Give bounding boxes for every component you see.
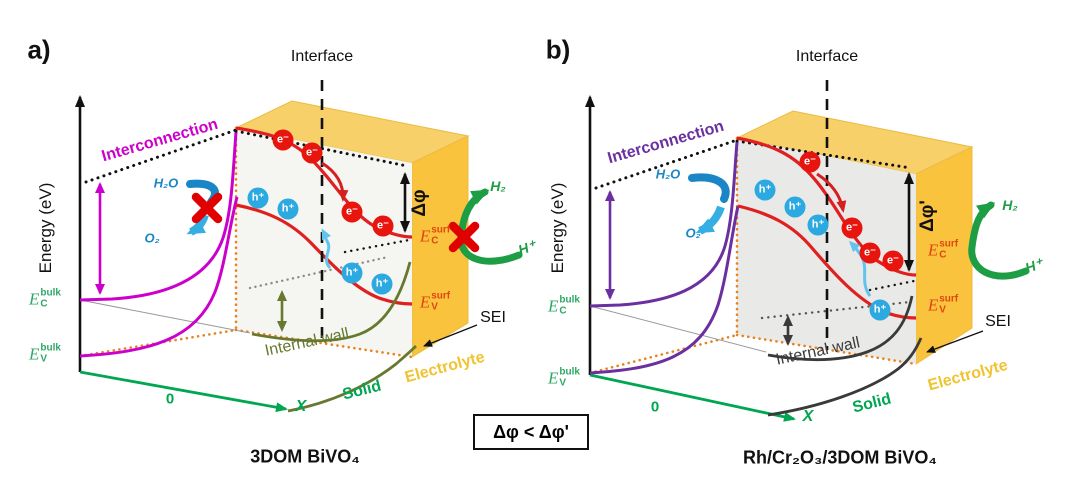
hole-particle: h⁺ [341,262,363,284]
electron-particle: e⁻ [372,215,394,237]
sei-label: SEI [480,309,506,326]
flatband-top-dotted [735,139,913,170]
water-arrow [688,173,730,203]
sei-pointer-arrow [926,330,984,353]
electron-particle: e⁻ [859,242,881,264]
hole-particle: h⁺ [784,196,806,218]
hole-particle: h⁺ [869,299,891,321]
electron-particle: e⁻ [272,129,294,151]
interconnection-cb-curve [79,131,238,302]
interconnection-vb-curve [589,205,740,375]
panel-tag: b) [545,34,571,65]
delta-phi-label: Δφ' [917,200,938,232]
x-axis-label: X [295,398,307,415]
x-axis [589,373,796,422]
blocked-hydrogen-evolution-x [448,221,480,253]
electron-particle: e⁻ [301,142,323,164]
internal-wall-curve [251,261,412,343]
bulk-level-line [589,305,767,353]
x-axis [79,370,288,413]
x-origin-label: 0 [650,398,660,416]
internal-wall-curve [767,295,914,361]
interconnection-cb-curve [589,141,739,308]
panel-title: Rh/Cr₂O₃/3DOM BiVO₄ [743,447,937,468]
interconnection-level-dotted [84,128,238,184]
hole-transfer-arrow [321,228,332,270]
sei-label: SEI [985,313,1011,330]
hydrogen-evolution-arrow [968,201,1030,280]
outer-wall-curve [767,337,923,417]
panel-b-drawing [585,80,1030,422]
panel-a: a) Energy (eV) Interface Interconnection… [27,34,537,467]
electron-transfer-arrow [321,161,349,202]
hole-particle: h⁺ [807,214,829,236]
panel-tag: a) [27,34,51,65]
water-label: H₂O [655,166,681,182]
oxygen-label: O₂ [685,225,701,241]
panel-a-drawing [75,80,523,413]
hole-particle: h⁺ [371,273,393,295]
electron-particle: e⁻ [799,151,821,173]
energy-axis-label: Energy (eV) [548,182,567,274]
interface-label: Interface [795,48,859,65]
hole-particle: h⁺ [754,179,776,201]
blocked-water-oxidation-x [191,192,223,224]
comparison-box: Δφ < Δφ' [473,414,589,450]
water-label: H₂O [153,175,179,191]
outer-wall-curve [287,345,417,413]
bulk-level-line [79,299,251,334]
hole-particle: h⁺ [277,198,299,220]
hole-particle: h⁺ [247,187,269,209]
valence-band-curve [737,204,917,320]
electron-particle: e⁻ [882,250,904,272]
oxygen-label: O₂ [144,230,160,246]
panel-b: b) Energy (eV) Interface Interconnection… [540,0,1080,499]
interconnection-level-dotted [594,138,739,190]
oxygen-arrow [695,205,725,235]
panel-title: 3DOM BiVO₄ [250,446,360,467]
ec-surf-ref-dotted [868,279,916,292]
electron-particle: e⁻ [841,217,863,239]
hydrogen-label: H₂ [490,178,506,194]
x-origin-label: 0 [165,390,175,408]
electron-particle: e⁻ [341,201,363,223]
internal-wall-ref-dotted [248,255,390,290]
electron-transfer-arrow [816,172,847,213]
solid-front-face [236,128,412,357]
x-axis-label: X [802,408,814,425]
ec-surf-ref-dotted [343,238,411,254]
interconnection-vb-curve [79,196,239,358]
sei-pointer-arrow [423,324,478,347]
interface-label: Interface [290,48,354,65]
energy-axis-label: Energy (eV) [36,182,55,274]
hydrogen-label: H₂ [1002,197,1018,213]
delta-phi-label: Δφ [409,189,430,217]
oxygen-arrow [186,213,209,236]
